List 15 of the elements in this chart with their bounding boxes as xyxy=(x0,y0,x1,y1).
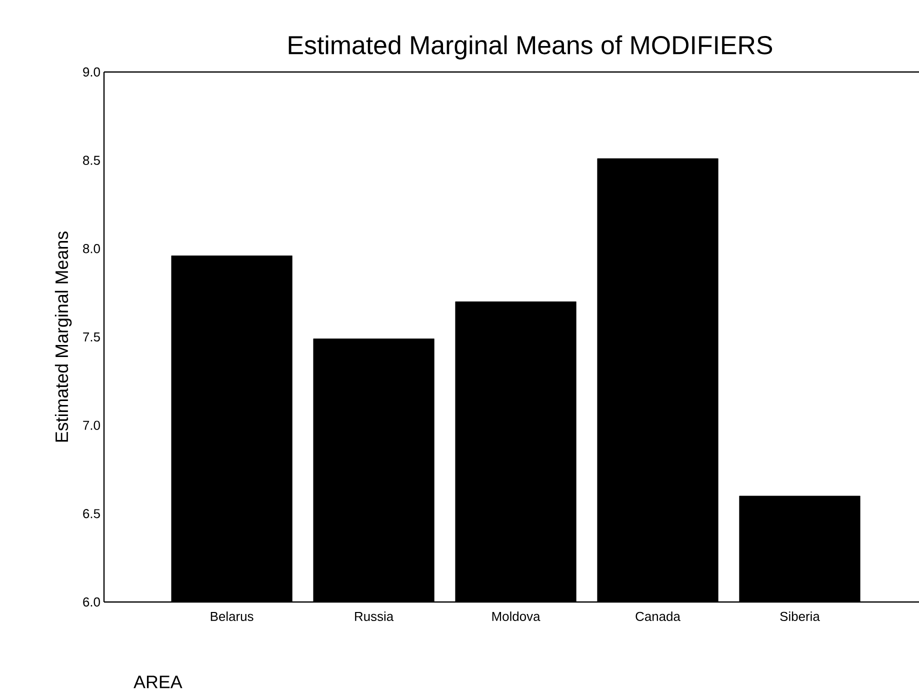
y-tick-label: 8.0 xyxy=(83,244,100,254)
chart-title: Estimated Marginal Means of MODIFIERS xyxy=(288,35,772,60)
x-tick-label: Moldova xyxy=(492,612,540,622)
x-tick-label: Canada xyxy=(636,612,680,622)
y-tick-label: 7.0 xyxy=(83,420,100,430)
y-axis-title: Estimated Marginal Means xyxy=(54,232,72,442)
y-tick-label: 9.0 xyxy=(83,67,100,77)
y-tick-label: 7.5 xyxy=(83,332,100,342)
y-tick-label: 8.5 xyxy=(83,156,100,165)
x-tick-label: Russia xyxy=(355,612,394,622)
x-tick-label: Siberia xyxy=(780,612,820,622)
y-tick-label: 6.0 xyxy=(83,597,100,607)
x-tick-label: Belarus xyxy=(210,612,254,622)
y-tick-label: 6.5 xyxy=(83,509,100,518)
x-axis-title: AREA xyxy=(134,676,182,688)
